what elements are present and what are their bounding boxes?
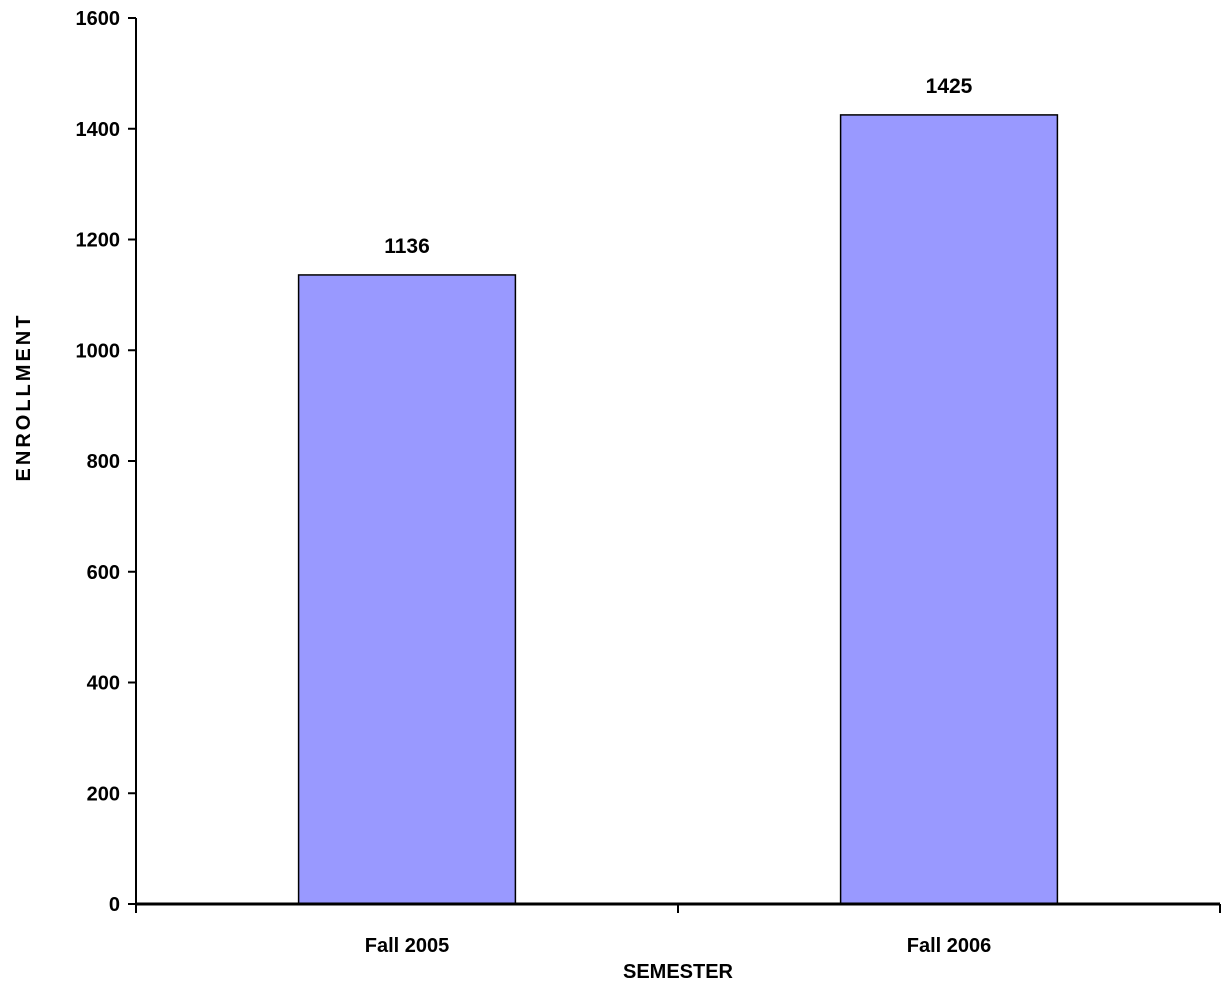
y-tick-label: 800: [87, 451, 120, 473]
y-axis-title: ENROLLMENT: [13, 313, 35, 482]
y-tick-labels: 0 200 400 600 800 1000 1200 1400 1600: [76, 8, 121, 916]
x-tick-label: Fall 2005: [365, 935, 450, 957]
y-tick-label: 1400: [76, 119, 121, 141]
bar: [297, 274, 517, 905]
y-tick-label: 200: [87, 783, 120, 805]
y-tick-label: 400: [87, 673, 120, 695]
axes-layer: [128, 17, 1221, 913]
y-tick-label: 1000: [76, 340, 121, 362]
bars-layer: 1136 1425: [297, 75, 1059, 905]
y-tick-label: 0: [109, 894, 120, 916]
x-tick-labels: Fall 2005 Fall 2006: [365, 935, 992, 957]
x-tick-label: Fall 2006: [907, 935, 992, 957]
y-tick-label: 600: [87, 562, 120, 584]
x-axis-title: SEMESTER: [623, 961, 734, 983]
bar-data-label: 1425: [926, 75, 973, 98]
bar: [839, 114, 1059, 905]
y-tick-label: 1600: [76, 8, 121, 30]
bar-data-label: 1136: [384, 235, 430, 258]
y-tick-label: 1200: [76, 230, 121, 252]
